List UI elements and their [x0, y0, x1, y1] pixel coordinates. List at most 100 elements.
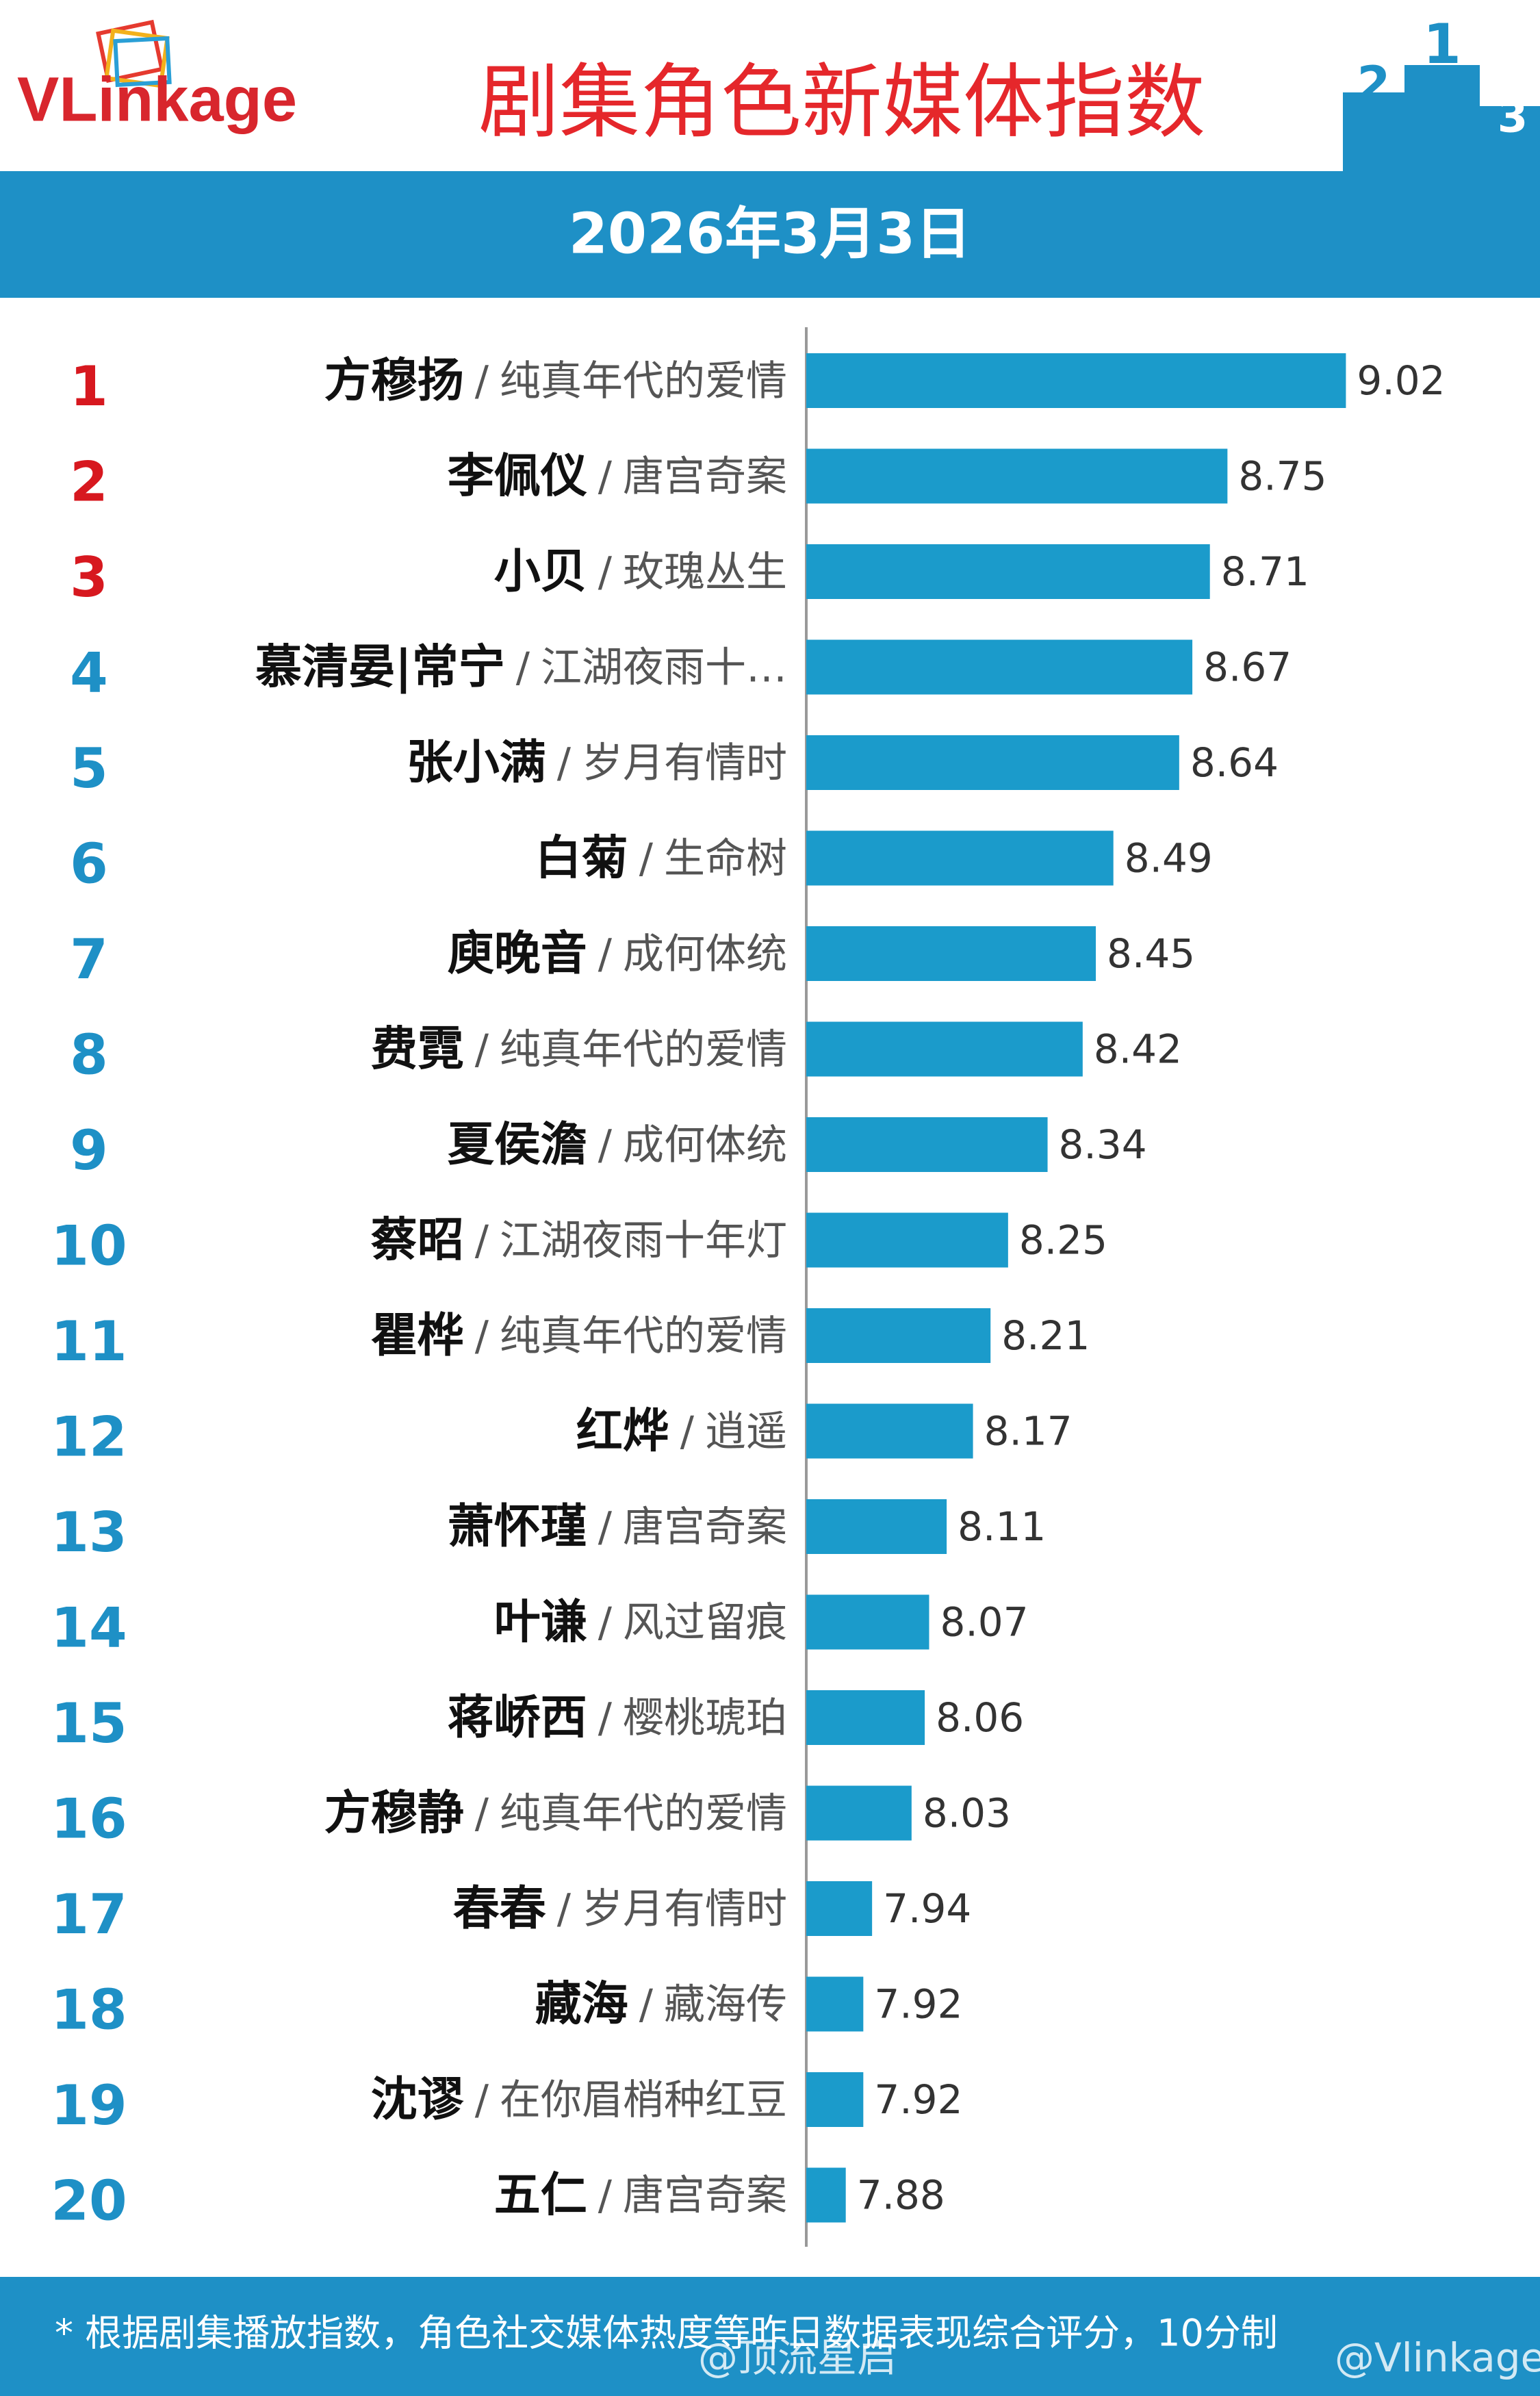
value-label: 8.11 [958, 1503, 1046, 1550]
value-label: 7.92 [874, 2076, 962, 2123]
value-label: 8.34 [1059, 1121, 1147, 1168]
show-name: 在你眉梢种红豆 [500, 2076, 787, 2124]
show-name: 成何体统 [623, 930, 787, 978]
separator: / [557, 739, 572, 787]
show-name: 唐宫奇案 [623, 2171, 787, 2219]
value-label: 8.49 [1125, 835, 1213, 882]
character-name: 费霓 [371, 1022, 464, 1076]
rank: 2 [70, 450, 108, 513]
bar [806, 926, 1096, 981]
category-label: 李佩仪 / 唐宫奇案 [448, 449, 787, 503]
show-name: 风过留痕 [623, 1598, 787, 1646]
rank: 9 [70, 1119, 108, 1182]
podium-number: 3 [1498, 92, 1528, 143]
show-name: 唐宫奇案 [623, 1503, 787, 1551]
value-label: 8.45 [1107, 930, 1195, 977]
character-name: 小贝 [494, 545, 587, 599]
bar [806, 1785, 912, 1841]
value-label: 8.17 [984, 1408, 1073, 1455]
category-label: 瞿桦 / 纯真年代的爱情 [371, 1309, 787, 1363]
category-label: 蒋峤西 / 樱桃琥珀 [448, 1691, 787, 1745]
character-name: 春春 [453, 1882, 546, 1936]
separator: / [598, 2171, 613, 2219]
separator: / [475, 1025, 489, 1073]
character-name: 红烨 [576, 1404, 669, 1458]
character-name: 沈谬 [371, 2073, 465, 2127]
rank: 16 [51, 1787, 127, 1850]
category-label: 叶谦 / 风过留痕 [494, 1595, 787, 1649]
value-label: 8.67 [1203, 644, 1292, 691]
character-name: 慕清晏|常宁 [255, 640, 505, 694]
separator: / [475, 1789, 489, 1837]
bar [806, 1690, 925, 1745]
rank: 15 [51, 1692, 127, 1755]
character-name: 五仁 [494, 2168, 587, 2222]
bar [806, 1881, 873, 1936]
value-label: 8.71 [1221, 548, 1309, 595]
separator: / [475, 357, 489, 405]
show-name: 纯真年代的爱情 [500, 1789, 787, 1837]
category-label: 小贝 / 玫瑰丛生 [494, 545, 787, 599]
category-label: 萧怀瑾 / 唐宫奇案 [448, 1500, 787, 1554]
category-label: 春春 / 岁月有情时 [453, 1882, 787, 1936]
category-label: 沈谬 / 在你眉梢种红豆 [371, 2073, 787, 2127]
rank: 7 [70, 928, 108, 991]
bar [806, 735, 1179, 790]
category-label: 白菊 / 生命树 [535, 831, 787, 885]
category-label: 费霓 / 纯真年代的爱情 [371, 1022, 787, 1076]
show-name: 玫瑰丛生 [623, 548, 787, 596]
character-name: 庾晚音 [448, 927, 587, 981]
value-label: 8.25 [1019, 1217, 1107, 1264]
bar [806, 353, 1346, 408]
separator: / [557, 1885, 572, 1933]
character-name: 方穆扬 [324, 354, 464, 408]
show-name: 唐宫奇案 [623, 453, 787, 500]
rank: 11 [51, 1310, 127, 1373]
watermark: @Vlinkage [1335, 2334, 1540, 2381]
separator: / [639, 1980, 654, 2028]
separator: / [598, 1598, 613, 1646]
value-label: 7.94 [883, 1885, 971, 1932]
show-name: 纯真年代的爱情 [500, 1312, 787, 1360]
rank: 17 [51, 1883, 127, 1946]
category-label: 蔡昭 / 江湖夜雨十年灯 [371, 1213, 787, 1267]
category-label: 藏海 / 藏海传 [535, 1977, 787, 2031]
rank: 12 [51, 1405, 127, 1468]
rank: 5 [70, 737, 108, 800]
bar [806, 1308, 991, 1363]
category-label: 夏侯澹 / 成何体统 [448, 1118, 787, 1172]
character-name: 夏侯澹 [448, 1118, 587, 1172]
separator: / [475, 1312, 489, 1360]
bar [806, 544, 1210, 599]
bar [806, 448, 1228, 504]
show-name: 樱桃琥珀 [623, 1694, 787, 1742]
bar [806, 1117, 1048, 1172]
bar [806, 1021, 1083, 1077]
rank: 19 [51, 2074, 127, 2137]
category-label: 张小满 / 岁月有情时 [407, 736, 787, 790]
show-name: 岁月有情时 [582, 1885, 787, 1933]
show-name: 藏海传 [664, 1980, 787, 2028]
value-label: 8.06 [936, 1694, 1024, 1741]
separator: / [598, 930, 613, 978]
character-name: 蔡昭 [371, 1213, 464, 1267]
bar [806, 639, 1193, 695]
character-name: 瞿桦 [371, 1309, 464, 1363]
value-label: 8.42 [1094, 1026, 1182, 1073]
character-name: 白菊 [535, 831, 628, 885]
character-name: 张小满 [407, 736, 546, 790]
character-name: 方穆静 [324, 1786, 464, 1840]
character-name: 藏海 [535, 1977, 628, 2031]
show-name: 成何体统 [623, 1121, 787, 1169]
bar [806, 2072, 864, 2127]
bar [806, 2167, 846, 2223]
date-band [0, 171, 1540, 298]
character-name: 李佩仪 [448, 449, 587, 503]
podium-number: 1 [1423, 12, 1461, 76]
rank: 4 [70, 641, 108, 704]
show-name: 纯真年代的爱情 [500, 357, 787, 405]
bar [806, 1403, 973, 1459]
footer-band [0, 2277, 1540, 2396]
category-label: 庾晚音 / 成何体统 [448, 927, 787, 981]
